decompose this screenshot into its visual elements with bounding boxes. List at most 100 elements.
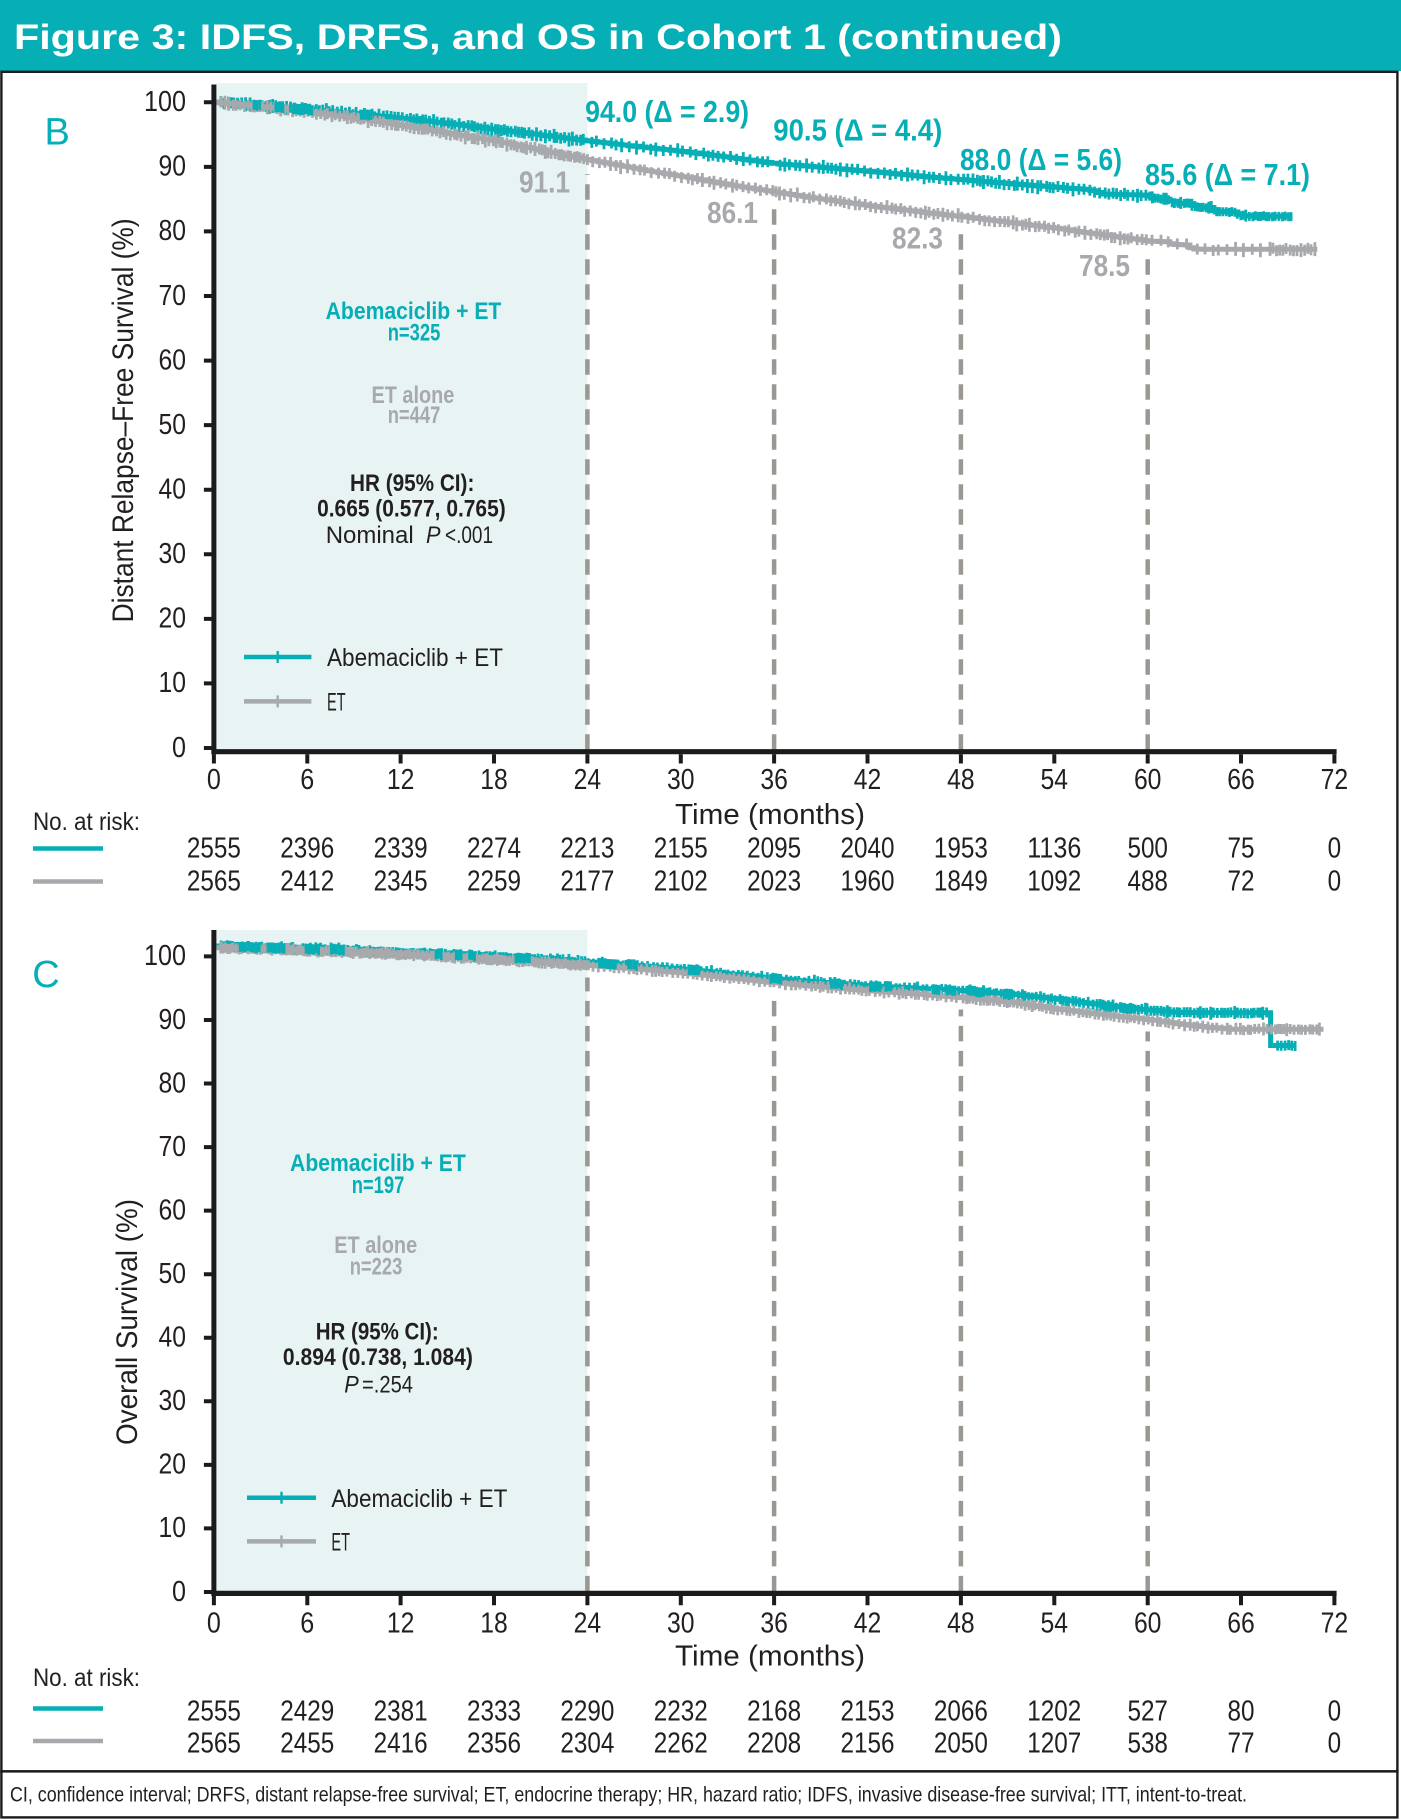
svg-text:80: 80 — [1228, 1696, 1255, 1728]
svg-text:40: 40 — [159, 1322, 187, 1354]
svg-text:0: 0 — [207, 1608, 221, 1640]
svg-text:72: 72 — [1228, 866, 1255, 898]
svg-text:100: 100 — [144, 86, 186, 118]
svg-text:2168: 2168 — [747, 1696, 801, 1728]
svg-text:2156: 2156 — [841, 1728, 895, 1760]
svg-text:12: 12 — [387, 1608, 415, 1640]
svg-text:90: 90 — [159, 151, 187, 183]
svg-text:0.665 (0.577, 0.765): 0.665 (0.577, 0.765) — [317, 496, 506, 523]
svg-text:2356: 2356 — [467, 1728, 521, 1760]
svg-text:30: 30 — [667, 764, 695, 796]
svg-text:500: 500 — [1127, 833, 1168, 865]
svg-text:0: 0 — [1328, 866, 1342, 898]
svg-text:n=325: n=325 — [388, 319, 441, 346]
svg-text:2066: 2066 — [934, 1696, 988, 1728]
svg-text:2153: 2153 — [841, 1696, 895, 1728]
svg-text:0: 0 — [1328, 1728, 1342, 1760]
svg-text:2339: 2339 — [374, 833, 428, 865]
svg-text:54: 54 — [1041, 764, 1069, 796]
svg-text:2416: 2416 — [374, 1728, 428, 1760]
svg-text:Time (months): Time (months) — [675, 799, 865, 831]
svg-text:2023: 2023 — [747, 866, 801, 898]
svg-text:80: 80 — [159, 1067, 187, 1099]
svg-text:488: 488 — [1127, 866, 1168, 898]
svg-text:18: 18 — [480, 1608, 508, 1640]
svg-text:ET alone: ET alone — [334, 1232, 417, 1259]
svg-text:82.3: 82.3 — [892, 221, 943, 256]
svg-text:n=447: n=447 — [388, 402, 441, 429]
svg-text:40: 40 — [159, 474, 187, 506]
svg-text:6: 6 — [300, 764, 314, 796]
svg-text:48: 48 — [947, 1608, 975, 1640]
svg-text:2304: 2304 — [560, 1728, 614, 1760]
svg-text:18: 18 — [480, 764, 508, 796]
svg-text:1953: 1953 — [934, 833, 988, 865]
svg-text:70: 70 — [159, 1131, 187, 1163]
svg-text:77: 77 — [1228, 1728, 1255, 1760]
svg-text:42: 42 — [854, 764, 882, 796]
svg-text:2565: 2565 — [187, 1728, 241, 1760]
svg-text:B: B — [45, 111, 70, 153]
svg-text:66: 66 — [1227, 764, 1255, 796]
svg-text:42: 42 — [854, 1608, 882, 1640]
svg-text:36: 36 — [760, 1608, 788, 1640]
svg-text:ET: ET — [331, 1529, 350, 1557]
svg-text:P: P — [426, 522, 441, 549]
svg-text:1202: 1202 — [1027, 1696, 1081, 1728]
svg-text:24: 24 — [574, 764, 602, 796]
svg-text:Figure 3: IDFS, DRFS, and OS i: Figure 3: IDFS, DRFS, and OS in Cohort 1… — [14, 18, 1062, 57]
svg-text:C: C — [32, 954, 59, 996]
svg-text:72: 72 — [1321, 764, 1349, 796]
svg-text:ET alone: ET alone — [371, 382, 454, 409]
svg-text:2213: 2213 — [560, 833, 614, 865]
svg-text:54: 54 — [1041, 1608, 1069, 1640]
svg-text:1207: 1207 — [1027, 1728, 1081, 1760]
svg-text:2040: 2040 — [841, 833, 895, 865]
svg-text:1092: 1092 — [1027, 866, 1081, 898]
svg-text:2155: 2155 — [654, 833, 708, 865]
svg-text:88.0 (Δ = 5.6): 88.0 (Δ = 5.6) — [960, 142, 1122, 177]
svg-text:30: 30 — [159, 538, 187, 570]
svg-text:20: 20 — [159, 1449, 187, 1481]
svg-text:2102: 2102 — [654, 866, 708, 898]
svg-text:60: 60 — [1134, 1608, 1162, 1640]
svg-text:Abemaciclib + ET: Abemaciclib + ET — [327, 644, 503, 672]
svg-text:12: 12 — [387, 764, 415, 796]
svg-text:1849: 1849 — [934, 866, 988, 898]
svg-text:2345: 2345 — [374, 866, 428, 898]
svg-text:2274: 2274 — [467, 833, 521, 865]
svg-text:2095: 2095 — [747, 833, 801, 865]
svg-text:2232: 2232 — [654, 1696, 708, 1728]
svg-text:100: 100 — [144, 940, 186, 972]
svg-text:Abemaciclib + ET: Abemaciclib + ET — [290, 1150, 466, 1177]
svg-text:10: 10 — [159, 667, 187, 699]
svg-text:48: 48 — [947, 764, 975, 796]
svg-text:72: 72 — [1321, 1608, 1349, 1640]
svg-text:2177: 2177 — [560, 866, 614, 898]
svg-text:75: 75 — [1228, 833, 1255, 865]
svg-text:Abemaciclib + ET: Abemaciclib + ET — [331, 1485, 507, 1513]
svg-text:6: 6 — [300, 1608, 314, 1640]
svg-text:2555: 2555 — [187, 833, 241, 865]
svg-text:2050: 2050 — [934, 1728, 988, 1760]
svg-text:78.5: 78.5 — [1079, 248, 1130, 283]
svg-text:Distant Relapse–Free Survival: Distant Relapse–Free Survival (%) — [107, 218, 140, 622]
svg-text:2381: 2381 — [374, 1696, 428, 1728]
svg-text:2333: 2333 — [467, 1696, 521, 1728]
svg-text:2412: 2412 — [280, 866, 334, 898]
svg-text:20: 20 — [159, 603, 187, 635]
svg-text:Abemaciclib + ET: Abemaciclib + ET — [326, 298, 502, 325]
svg-text:Overall Survival (%): Overall Survival (%) — [111, 1199, 144, 1445]
svg-text:66: 66 — [1227, 1608, 1255, 1640]
svg-text:0: 0 — [1328, 833, 1342, 865]
svg-text:30: 30 — [667, 1608, 695, 1640]
svg-text:2290: 2290 — [560, 1696, 614, 1728]
svg-text:2429: 2429 — [280, 1696, 334, 1728]
svg-text:24: 24 — [574, 1608, 602, 1640]
svg-text:No. at risk:: No. at risk: — [33, 808, 140, 836]
svg-text:Nominal: Nominal — [326, 522, 414, 549]
svg-text:HR (95% CI):: HR (95% CI): — [350, 470, 474, 497]
svg-text:2396: 2396 — [280, 833, 334, 865]
svg-text:2208: 2208 — [747, 1728, 801, 1760]
svg-text:60: 60 — [159, 1194, 187, 1226]
